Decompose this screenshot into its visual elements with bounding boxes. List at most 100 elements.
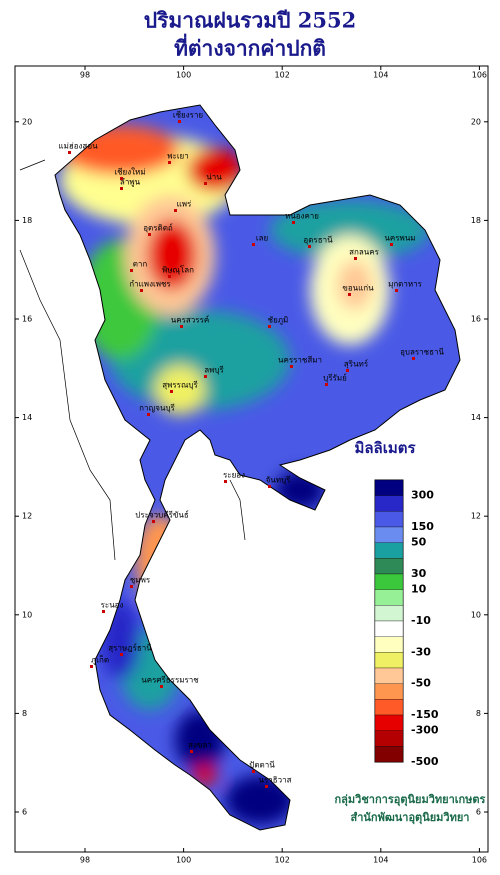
- station: [290, 365, 293, 368]
- legend-swatch: [374, 714, 404, 731]
- lon-label: 100: [176, 856, 191, 865]
- station: [204, 182, 207, 185]
- province-label: ปัตตานี: [249, 761, 275, 770]
- station: [168, 275, 171, 278]
- province-label: พิษณุโลก: [162, 265, 194, 275]
- province-label: อุบลราชธานี: [400, 348, 444, 357]
- station: [268, 485, 271, 488]
- lat-label: 10: [22, 610, 32, 619]
- station: [120, 187, 123, 190]
- province-label: สุรินทร์: [344, 359, 369, 369]
- legend-label: 50: [411, 536, 427, 549]
- legend-swatch: [374, 699, 404, 716]
- legend-swatch: [374, 526, 404, 543]
- province-label: ภูเก็ต: [91, 655, 109, 666]
- station: [395, 289, 398, 292]
- lat-label: 18: [22, 216, 32, 225]
- legend-label: -50: [411, 677, 431, 690]
- province-label: บุรีรัมย์: [323, 373, 347, 383]
- lon-label: 104: [373, 856, 388, 865]
- lon-label: 100: [176, 71, 191, 80]
- lon-label: 106: [472, 71, 487, 80]
- province-label: ระนอง: [101, 601, 124, 610]
- neighbor-border: [19, 159, 246, 561]
- legend-swatch: [374, 558, 404, 575]
- province-label: ตาก: [133, 260, 148, 269]
- legend-label: 30: [411, 567, 427, 580]
- legend-swatch: [374, 511, 404, 528]
- legend-swatch: [374, 652, 404, 669]
- province-label: อุดรธานี: [303, 236, 333, 245]
- legend-swatch: [374, 495, 404, 512]
- station: [354, 257, 357, 260]
- legend-swatch: [374, 605, 404, 622]
- province-label: ขอนแก่น: [342, 284, 374, 293]
- lat-label: 20: [471, 117, 481, 126]
- province-label: พะเยา: [167, 152, 188, 161]
- province-label: สุราษฎร์ธานี: [108, 643, 152, 653]
- station: [120, 177, 123, 180]
- station: [252, 243, 255, 246]
- province-label: เลย: [256, 234, 268, 243]
- lat-label: 12: [471, 512, 481, 521]
- station: [68, 151, 71, 154]
- legend-label: 300: [411, 489, 434, 502]
- station: [390, 243, 393, 246]
- station: [102, 610, 105, 613]
- province-label: จันทบุรี: [266, 476, 292, 485]
- lat-label: 10: [471, 610, 481, 619]
- legend-swatch: [374, 542, 404, 559]
- lat-label: 12: [22, 512, 32, 521]
- station: [148, 233, 151, 236]
- station: [170, 390, 173, 393]
- province-label: นครศรีธรรมราช: [141, 676, 199, 685]
- legend-label: 10: [411, 583, 427, 596]
- legend-swatch: [374, 730, 404, 747]
- province-label: นครสวรรค์: [171, 315, 209, 325]
- lat-label: 6: [22, 808, 27, 817]
- province-label: แม่ฮ่องสอน: [58, 142, 98, 151]
- legend-swatch: [374, 479, 404, 496]
- province-label: นราธิวาส: [258, 776, 291, 785]
- station: [90, 665, 93, 668]
- station: [348, 293, 351, 296]
- station: [292, 221, 295, 224]
- legend-label: 150: [411, 520, 434, 533]
- lat-label: 14: [471, 413, 481, 422]
- station: [147, 413, 150, 416]
- lat-label: 14: [22, 413, 32, 422]
- station: [168, 161, 171, 164]
- province-label: นครพนม: [384, 234, 415, 243]
- province-label: แพร่: [177, 200, 192, 209]
- station: [412, 357, 415, 360]
- station: [120, 653, 123, 656]
- credit: สำนักพัฒนาอุตุนิยมวิทยา: [351, 811, 470, 825]
- title: ปริมาณฝนรวมปี 2552: [144, 8, 356, 33]
- province-label: เชียงราย: [173, 111, 203, 120]
- station: [252, 770, 255, 773]
- station: [140, 289, 143, 292]
- province-label: ชัยภูมิ: [268, 316, 289, 326]
- legend-swatch: [374, 636, 404, 653]
- legend-swatch: [374, 746, 404, 763]
- legend-swatch: [374, 667, 404, 684]
- province-label: กาญจนบุรี: [139, 404, 175, 413]
- station: [152, 520, 155, 523]
- lat-label: 18: [471, 216, 481, 225]
- map-frame: [14, 65, 489, 853]
- province-label: เชียงใหม่: [114, 168, 145, 177]
- legend-swatch: [374, 620, 404, 637]
- legend-label: -500: [411, 755, 439, 768]
- province-label: ลำพูน: [120, 178, 141, 188]
- lon-label: 102: [275, 856, 290, 865]
- station: [265, 785, 268, 788]
- lon-label: 106: [472, 856, 487, 865]
- legend-swatch: [374, 589, 404, 606]
- legend-title: มิลลิเมตร: [354, 439, 416, 457]
- lat-label: 16: [471, 315, 481, 324]
- province-label: อุตรดิตถ์: [143, 223, 173, 233]
- station: [346, 369, 349, 372]
- station: [308, 245, 311, 248]
